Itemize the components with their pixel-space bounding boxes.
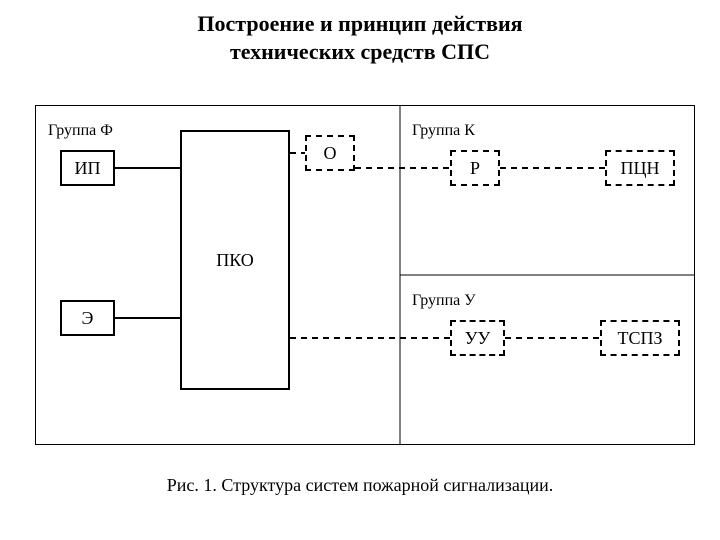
node-pko-label: ПКО bbox=[216, 250, 254, 271]
group-label-f-text: Группа Ф bbox=[48, 122, 113, 139]
node-uu: УУ bbox=[450, 320, 505, 356]
group-label-f: Группа Ф bbox=[48, 122, 113, 140]
figure-caption-text: Рис. 1. Структура систем пожарной сигнал… bbox=[167, 475, 554, 495]
node-ip-label: ИП bbox=[75, 158, 101, 179]
node-e: Э bbox=[60, 300, 115, 336]
node-ip: ИП bbox=[60, 150, 115, 186]
node-pcn-label: ПЦН bbox=[621, 158, 660, 179]
node-tspz: ТСПЗ bbox=[600, 320, 680, 356]
page: Построение и принцип действия технически… bbox=[0, 0, 720, 540]
node-r-label: Р bbox=[470, 158, 480, 179]
figure-caption: Рис. 1. Структура систем пожарной сигнал… bbox=[0, 475, 720, 496]
node-uu-label: УУ bbox=[465, 328, 491, 349]
group-label-k: Группа К bbox=[412, 122, 475, 140]
node-o-label: О bbox=[324, 143, 337, 164]
group-label-u: Группа У bbox=[412, 292, 476, 310]
node-tspz-label: ТСПЗ bbox=[617, 328, 662, 349]
node-pko: ПКО bbox=[180, 130, 290, 390]
node-pcn: ПЦН bbox=[605, 150, 675, 186]
group-label-u-text: Группа У bbox=[412, 292, 476, 309]
diagram-lines bbox=[0, 0, 720, 540]
group-label-k-text: Группа К bbox=[412, 122, 475, 139]
node-r: Р bbox=[450, 150, 500, 186]
node-e-label: Э bbox=[82, 308, 94, 329]
node-o: О bbox=[305, 135, 355, 171]
